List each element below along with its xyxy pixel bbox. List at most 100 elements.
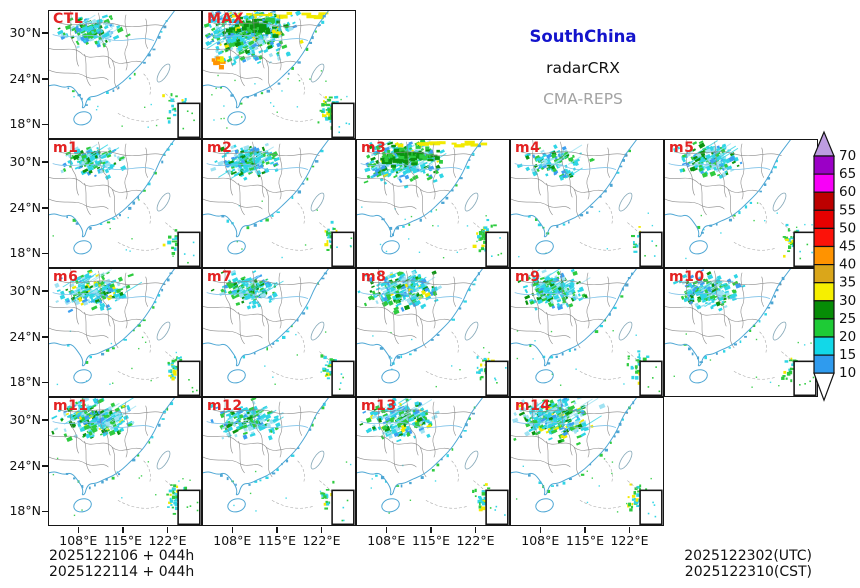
y-tick-mark [42, 336, 48, 338]
y-tick-mark [42, 381, 48, 383]
y-tick-mark [42, 123, 48, 125]
map-panel-m14: m14 [510, 397, 664, 526]
y-tick-label: 18°N [9, 503, 41, 519]
x-tick-label: 108°E [367, 533, 406, 548]
map-panel-m12: m12 [202, 397, 356, 526]
x-tick-label: 108°E [59, 533, 98, 548]
x-tick-label: 108°E [213, 533, 252, 548]
y-tick-label: 18°N [9, 245, 41, 261]
panel-label-m6: m6 [53, 269, 79, 285]
map-panel-m10: m10 [664, 268, 818, 397]
y-tick-label: 30°N [9, 25, 41, 40]
colorbar-level-label: 25 [839, 311, 856, 327]
init-time-line-1: 2025122106 + 044h [49, 548, 195, 564]
panel-label-m12: m12 [207, 398, 243, 414]
valid-time-utc: 2025122302(UTC) [684, 548, 812, 564]
colorbar-level-label: 65 [839, 166, 856, 182]
colorbar-level-label: 70 [839, 148, 856, 164]
map-panel-m5: m5 [664, 139, 818, 268]
x-tick-label: 122°E [456, 533, 495, 548]
panel-label-m1: m1 [53, 140, 79, 156]
y-tick-mark [42, 252, 48, 254]
colorbar-level-label: 40 [839, 257, 856, 273]
x-tick-label: 115°E [257, 533, 296, 548]
x-tick-mark [385, 527, 387, 533]
map-panel-m2: m2 [202, 139, 356, 268]
x-tick-mark [628, 527, 631, 533]
map-panel-ctl: CTL [48, 10, 202, 139]
colorbar-level-label: 15 [839, 347, 856, 363]
y-tick-label: 18°N [9, 374, 41, 390]
y-tick-mark [42, 78, 48, 80]
map-panel-m8: m8 [356, 268, 510, 397]
panel-label-m4: m4 [515, 140, 541, 156]
colorbar-level-label: 30 [839, 293, 856, 309]
x-tick-label: 122°E [302, 533, 341, 548]
panel-label-m5: m5 [669, 140, 695, 156]
map-panel-m1: m1 [48, 139, 202, 268]
panel-label-m10: m10 [669, 269, 705, 285]
panel-label-m8: m8 [361, 269, 387, 285]
x-tick-mark [77, 527, 79, 533]
x-tick-mark [539, 527, 541, 533]
y-tick-label: 24°N [9, 329, 41, 344]
x-tick-label: 115°E [103, 533, 142, 548]
map-panel-m13: m13 [356, 397, 510, 526]
y-tick-label: 24°N [9, 200, 41, 215]
y-tick-mark [42, 290, 48, 292]
colorbar-level-label: 45 [839, 239, 856, 255]
x-tick-mark [430, 527, 432, 533]
y-tick-label: 30°N [9, 283, 41, 298]
panel-label-m11: m11 [53, 398, 89, 414]
panel-label-m9: m9 [515, 269, 541, 285]
x-tick-mark [474, 527, 477, 533]
map-panel-m3: m3 [356, 139, 510, 268]
y-tick-label: 18°N [9, 116, 41, 132]
panel-label-m2: m2 [207, 140, 233, 156]
y-tick-label: 24°N [9, 458, 41, 473]
colorbar-level-label: 35 [839, 275, 856, 291]
y-tick-mark [42, 465, 48, 467]
x-tick-mark [320, 527, 323, 533]
y-tick-mark [42, 32, 48, 34]
colorbar-level-label: 50 [839, 220, 856, 236]
region-title: SouthChina [529, 27, 637, 46]
map-panel-m6: m6 [48, 268, 202, 397]
y-tick-mark [42, 510, 48, 512]
reflectivity-colorbar: 70 65 60 55 50 45 40 35 30 25 20 15 10 [813, 130, 856, 402]
map-panel-m4: m4 [510, 139, 664, 268]
panel-label-m3: m3 [361, 140, 387, 156]
colorbar-level-label: 20 [839, 329, 856, 345]
colorbar-level-label: 10 [839, 365, 856, 381]
panel-label-ctl: CTL [53, 11, 84, 27]
map-panel-m9: m9 [510, 268, 664, 397]
y-tick-mark [42, 161, 48, 163]
product-title: radarCRX [546, 59, 620, 77]
y-tick-label: 30°N [9, 412, 41, 427]
x-tick-label: 122°E [610, 533, 649, 548]
x-tick-label: 108°E [521, 533, 560, 548]
y-tick-label: 30°N [9, 154, 41, 169]
init-time-line-2: 2025122114 + 044h [49, 564, 195, 580]
colorbar-level-label: 55 [839, 202, 856, 218]
colorbar-level-label: 60 [839, 184, 856, 200]
map-panel-max: MAX [202, 10, 356, 139]
model-title: CMA-REPS [543, 90, 623, 108]
x-tick-mark [584, 527, 586, 533]
x-tick-mark [276, 527, 278, 533]
y-tick-label: 24°N [9, 71, 41, 86]
y-tick-mark [42, 419, 48, 421]
map-panel-m7: m7 [202, 268, 356, 397]
x-tick-mark [122, 527, 124, 533]
panel-label-m7: m7 [207, 269, 233, 285]
x-tick-label: 115°E [411, 533, 450, 548]
panel-label-max: MAX [207, 11, 245, 27]
panel-label-m14: m14 [515, 398, 551, 414]
map-panel-m11: m11 [48, 397, 202, 526]
x-tick-label: 115°E [565, 533, 604, 548]
x-tick-mark [231, 527, 233, 533]
x-tick-label: 122°E [148, 533, 187, 548]
y-tick-mark [42, 207, 48, 209]
